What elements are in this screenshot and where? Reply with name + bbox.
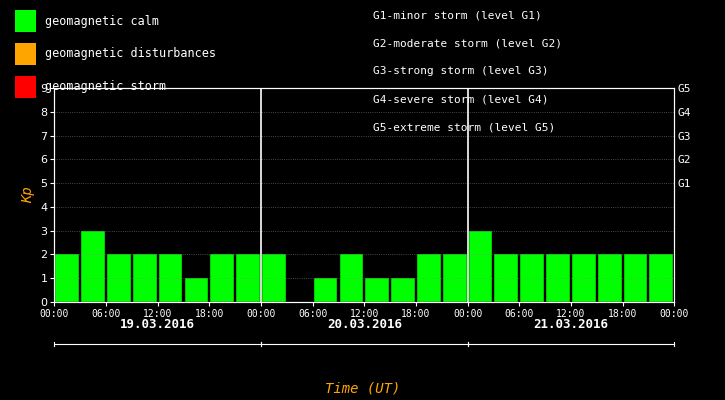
Bar: [521, 254, 544, 302]
Text: G3-strong storm (level G3): G3-strong storm (level G3): [373, 66, 549, 76]
Bar: [262, 254, 286, 302]
Text: G4-severe storm (level G4): G4-severe storm (level G4): [373, 94, 549, 104]
Bar: [339, 254, 363, 302]
Text: geomagnetic storm: geomagnetic storm: [45, 80, 166, 93]
Text: 20.03.2016: 20.03.2016: [327, 318, 402, 331]
Text: G5-extreme storm (level G5): G5-extreme storm (level G5): [373, 122, 555, 132]
Bar: [314, 278, 337, 302]
Text: geomagnetic disturbances: geomagnetic disturbances: [45, 47, 216, 60]
Bar: [107, 254, 130, 302]
Text: geomagnetic calm: geomagnetic calm: [45, 14, 159, 28]
Bar: [159, 254, 183, 302]
Bar: [210, 254, 234, 302]
Text: 19.03.2016: 19.03.2016: [120, 318, 195, 331]
Bar: [417, 254, 441, 302]
Bar: [365, 278, 389, 302]
Text: 21.03.2016: 21.03.2016: [534, 318, 608, 331]
Bar: [572, 254, 596, 302]
Text: Time (UT): Time (UT): [325, 382, 400, 396]
Bar: [650, 254, 674, 302]
Text: G2-moderate storm (level G2): G2-moderate storm (level G2): [373, 38, 563, 48]
Text: G1-minor storm (level G1): G1-minor storm (level G1): [373, 10, 542, 20]
Bar: [236, 254, 260, 302]
Bar: [392, 278, 415, 302]
Bar: [81, 231, 105, 302]
Y-axis label: Kp: Kp: [21, 187, 35, 203]
Bar: [546, 254, 570, 302]
Bar: [468, 231, 492, 302]
Bar: [598, 254, 621, 302]
Bar: [133, 254, 157, 302]
Bar: [55, 254, 79, 302]
Bar: [624, 254, 647, 302]
Bar: [494, 254, 518, 302]
Bar: [185, 278, 208, 302]
Bar: [443, 254, 467, 302]
